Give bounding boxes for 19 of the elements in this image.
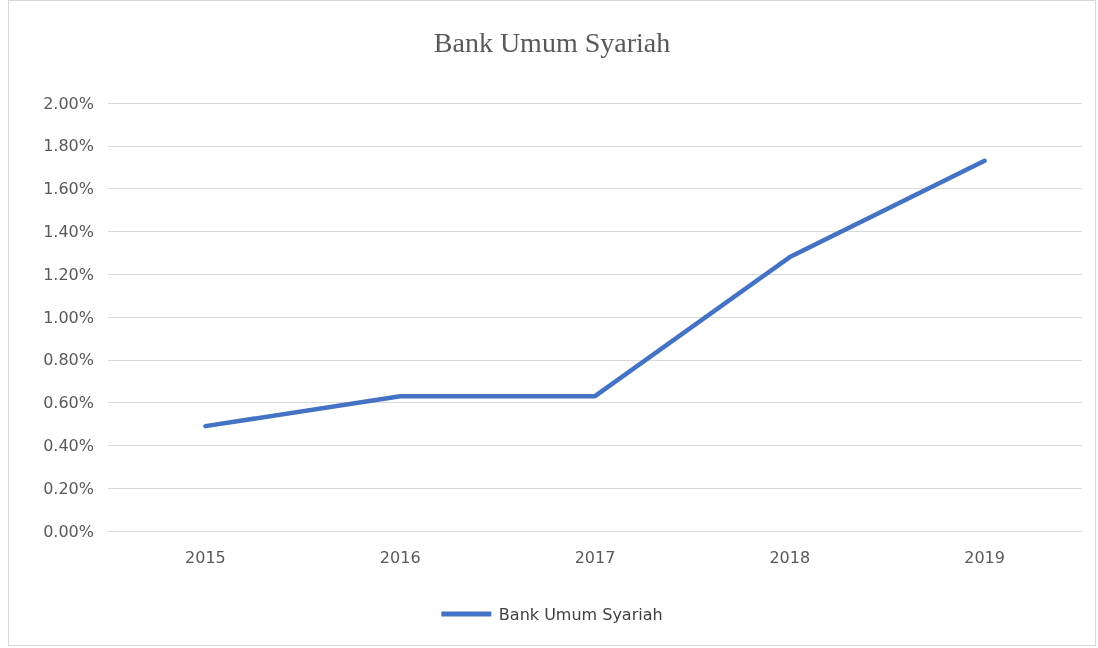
y-tick-label: 0.00% — [43, 521, 94, 541]
legend-label: Bank Umum Syariah — [498, 604, 663, 624]
x-tick-label: 2019 — [964, 547, 1005, 567]
line-series — [203, 158, 987, 429]
y-tick-label: 1.20% — [43, 264, 94, 284]
y-tick-label: 0.40% — [43, 435, 94, 455]
y-tick-label: 2.00% — [43, 93, 94, 113]
y-tick-label: 1.00% — [43, 307, 94, 327]
y-tick-label: 1.60% — [43, 179, 94, 199]
y-tick-label: 0.80% — [43, 350, 94, 370]
y-tick-label: 1.40% — [43, 221, 94, 241]
x-tick-label: 2015 — [185, 547, 226, 567]
y-tick-label: 1.80% — [43, 136, 94, 156]
x-tick-label: 2018 — [769, 547, 811, 567]
x-tick-label: 2016 — [379, 547, 421, 567]
y-tick-label: 0.60% — [43, 393, 94, 413]
chart-title: Bank Umum Syariah — [433, 26, 671, 58]
x-tick-label: 2017 — [574, 547, 616, 567]
y-tick-label: 0.20% — [43, 478, 94, 498]
